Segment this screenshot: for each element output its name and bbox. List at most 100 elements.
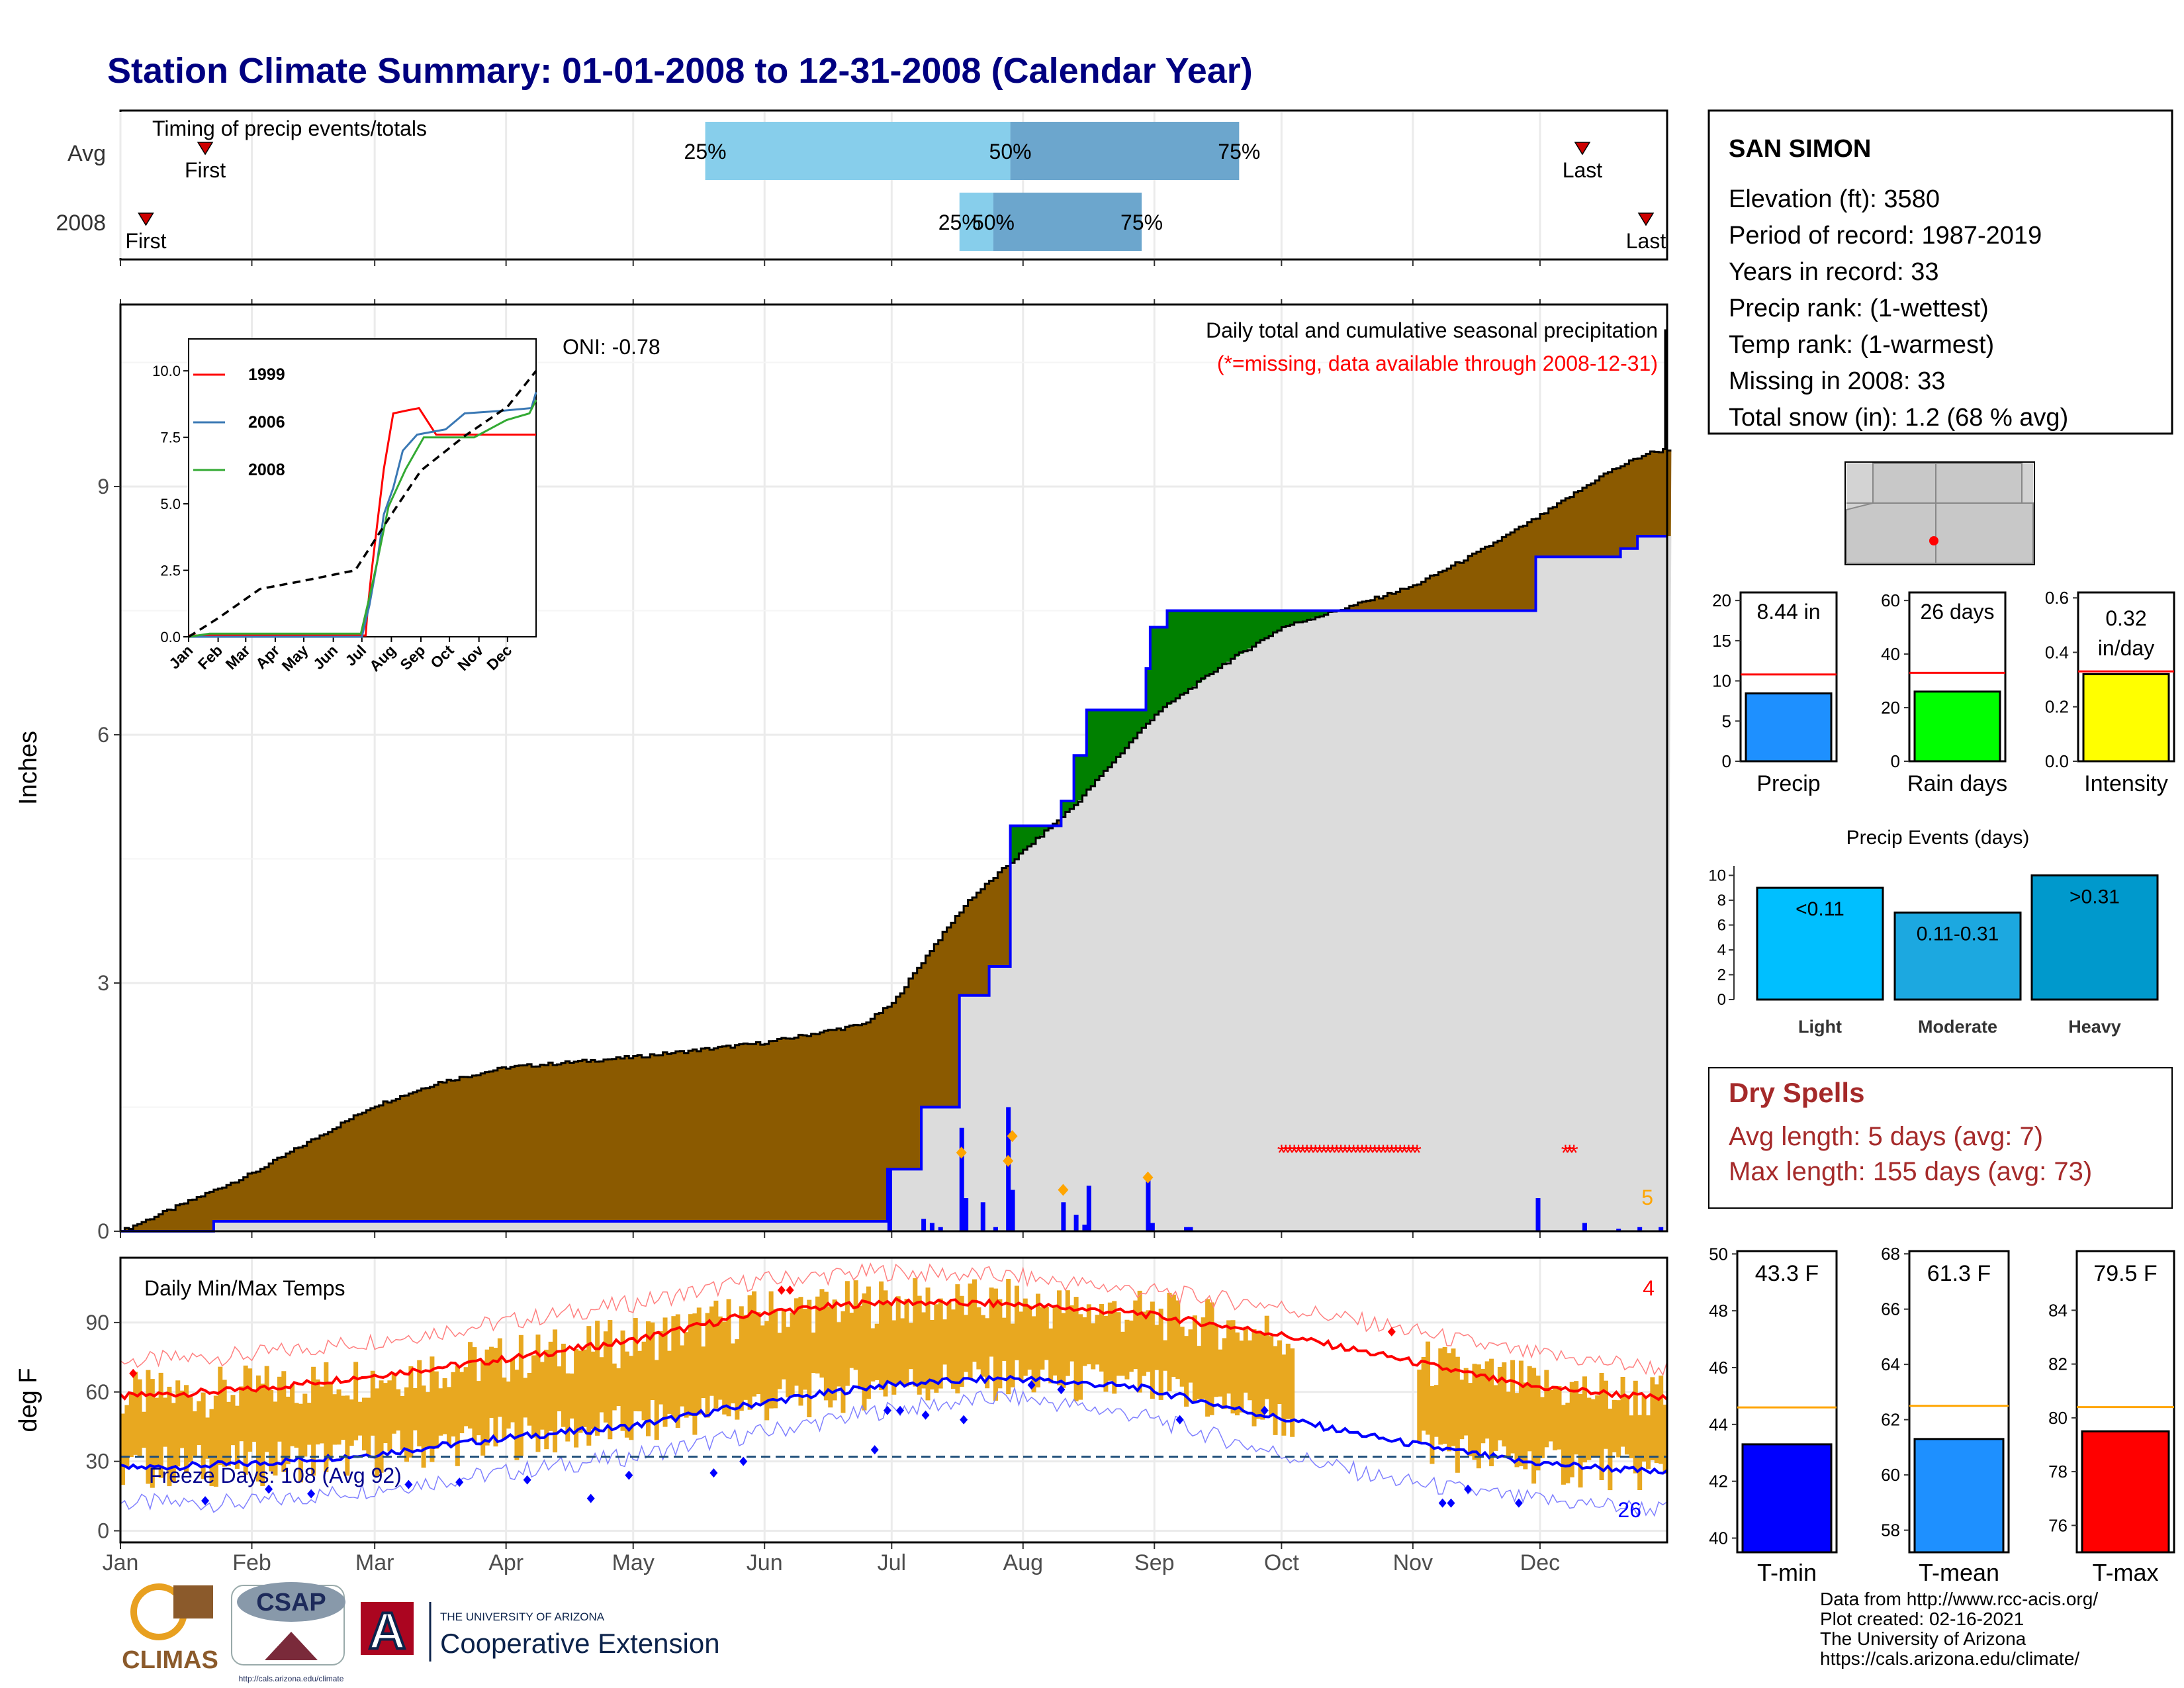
temp-stat-label: T-min [1757, 1559, 1817, 1586]
daily-temp-range-bar [328, 1382, 333, 1461]
dry-spells-box: Dry Spells Avg length: 5 days (avg: 7) M… [1708, 1067, 2173, 1209]
daily-temp-range-bar [942, 1319, 948, 1365]
temp-stat-tick-label: 76 [2048, 1515, 2068, 1535]
missing-day-marker: * [1379, 1141, 1387, 1166]
daily-temp-range-bar [841, 1311, 846, 1413]
events-tick-label: 4 [1717, 941, 1726, 959]
record-high-marker [777, 1285, 786, 1295]
daily-temp-range-bar [1417, 1370, 1422, 1443]
events-tick-label: 0 [1717, 991, 1726, 1009]
daily-temp-range-bar [1205, 1299, 1210, 1417]
daily-temp-range-bar [1057, 1290, 1062, 1385]
record-low-marker [1464, 1484, 1473, 1494]
daily-temp-range-bar [1662, 1404, 1668, 1474]
daily-temp-range-bar [1574, 1381, 1579, 1455]
temp-stat-label: T-mean [1919, 1559, 1999, 1586]
precip-stat-tick-label: 60 [1881, 590, 1900, 610]
daily-temp-range-bar [281, 1371, 287, 1472]
events-plot: 0 2 4 6 8 10 <0.11 Light 0.11-0.31 Moderate >0.31 H… [1708, 866, 2159, 1037]
daily-temp-range-bar [777, 1333, 782, 1389]
footer-credit-line: Plot created: 02-16-2021 [1820, 1609, 2024, 1629]
temp-stat-charts: 40 42 44 46 48 50 43.3 F T-min 58 60 62 64 66 68 61.3 … [1709, 1244, 2175, 1586]
daily-temp-range-bar [1277, 1340, 1282, 1404]
daily-temp-range-bar [1426, 1341, 1431, 1435]
dry-spells-avg: Avg length: 5 days (avg: 7) [1729, 1122, 2043, 1151]
daily-temp-range-bar [387, 1380, 392, 1452]
daily-temp-range-bar [234, 1405, 240, 1469]
daily-temp-range-bar [353, 1362, 359, 1440]
daily-temp-range-bar [260, 1383, 265, 1487]
daily-temp-range-bar [586, 1326, 592, 1446]
record-low-marker [625, 1470, 633, 1480]
csap-url: http://cals.arizona.edu/climate [239, 1674, 344, 1683]
daily-temp-range-bar [1582, 1376, 1587, 1463]
daily-temp-range-bar [171, 1403, 176, 1482]
daily-temp-range-bar [124, 1405, 130, 1467]
daily-temp-range-bar [1447, 1353, 1452, 1452]
inset-series-2008 [188, 399, 537, 638]
temp-stat-label: T-max [2092, 1559, 2158, 1586]
precip-stat-tick-label: 20 [1881, 698, 1900, 718]
daily-temp-range-bar [993, 1288, 998, 1401]
missing-day-marker: * [1387, 1141, 1396, 1166]
daily-temp-range-bar [366, 1397, 371, 1456]
daily-temp-range-bar [832, 1299, 837, 1401]
temp-stat-bar [1741, 1443, 1833, 1554]
daily-temp-range-bar [1616, 1400, 1621, 1458]
month-axis-labels: Jan Feb Mar Apr May Jun Jul Aug Sep Oct Nov Dec [103, 1550, 1561, 1575]
temp-y-label: deg F [15, 1368, 42, 1432]
daily-temp-range-bar [764, 1321, 770, 1421]
page-title: Station Climate Summary: 01-01-2008 to 1… [107, 51, 1253, 91]
daily-temp-range-bar [1484, 1361, 1490, 1439]
daily-temp-range-bar [1539, 1397, 1545, 1458]
daily-temp-range-bar [489, 1346, 494, 1418]
daily-temp-range-bar [1112, 1301, 1117, 1394]
daily-temp-range-bar [925, 1288, 931, 1401]
daily-temp-range-bar [361, 1397, 367, 1451]
daily-temp-range-bar [1506, 1391, 1511, 1458]
daily-temp-range-bar [158, 1372, 163, 1478]
precip-y-tick-label: 9 [97, 475, 109, 498]
record-low-marker [1027, 1380, 1036, 1390]
daily-temp-range-bar [811, 1333, 816, 1374]
events-tick-label: 6 [1717, 916, 1726, 934]
daily-temp-range-bar [929, 1319, 934, 1389]
daily-temp-range-bar [662, 1317, 668, 1427]
daily-temp-range-bar [692, 1313, 698, 1435]
temp-stat-tick-label: 50 [1709, 1244, 1728, 1264]
daily-precip-bar [1061, 1202, 1066, 1231]
station-box-frame [1707, 109, 2173, 435]
daily-temp-range-bar [1103, 1315, 1109, 1392]
precip-stat-tick-label: 5 [1722, 711, 1731, 731]
daily-temp-range-bar [1569, 1382, 1574, 1477]
daily-temp-range-bar [404, 1387, 409, 1462]
daily-temp-range-bar [417, 1360, 422, 1447]
missing-day-marker: * [1298, 1141, 1307, 1166]
record-low-marker [1447, 1498, 1455, 1508]
station-info-line: Total snow (in): 1.2 (68 % avg) [1729, 404, 2068, 432]
timing-row-label-2008: 2008 [56, 211, 106, 236]
daily-precip-bar [1086, 1186, 1091, 1231]
daily-temp-range-bar [654, 1360, 659, 1440]
daily-temp-range-bar [1608, 1409, 1613, 1491]
temp-stat-tick-label: 78 [2048, 1462, 2068, 1481]
daily-temp-range-bar [1142, 1311, 1147, 1376]
daily-temp-range-bar [1065, 1290, 1070, 1376]
daily-temp-range-bar [1171, 1294, 1176, 1377]
month-label-jul: Jul [878, 1550, 906, 1575]
record-low-marker [870, 1445, 879, 1455]
daily-temp-range-bar [255, 1375, 261, 1482]
daily-temp-range-bar [1468, 1383, 1473, 1456]
missing-day-marker: * [1413, 1141, 1422, 1166]
daily-temp-range-bar [243, 1365, 248, 1475]
station-info-line: Elevation (ft): 3580 [1729, 185, 1940, 213]
inset-legend-label: 1999 [248, 365, 285, 384]
precip-y-label: Inches [15, 731, 42, 805]
daily-temp-range-bar [251, 1391, 257, 1442]
month-label-nov: Nov [1393, 1550, 1433, 1575]
map-state-outline [1846, 463, 2034, 564]
daily-temp-range-bar [760, 1325, 765, 1403]
daily-temp-range-bar [120, 1413, 126, 1485]
daily-temp-range-bar [1472, 1364, 1477, 1460]
